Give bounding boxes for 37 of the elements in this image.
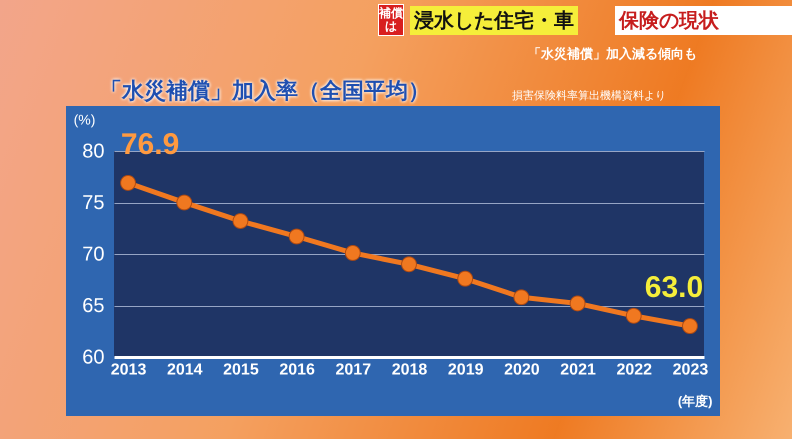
x-axis-title: (年度): [678, 394, 712, 408]
point: [344, 245, 361, 261]
x-tick-label: 2021: [560, 362, 596, 378]
point: [682, 318, 698, 334]
x-tick-label: 2014: [166, 362, 203, 378]
y-tick-label: 65: [82, 295, 104, 317]
point: [570, 296, 586, 312]
x-tick-label: 2016: [279, 362, 316, 378]
point: [457, 270, 474, 287]
x-tick-label: 2017: [336, 362, 372, 378]
point: [626, 308, 642, 324]
point: [232, 213, 248, 229]
y-tick-label: 70: [82, 244, 104, 266]
x-tick-label: 2019: [448, 362, 484, 378]
y-tick-label: 60: [82, 346, 104, 368]
data-label: 63.0: [644, 271, 704, 304]
text: 「水災補償」加入減る傾向も: [528, 46, 697, 63]
x-tick-label: 2018: [392, 362, 428, 378]
text: 浸水した住宅・車: [410, 6, 578, 35]
x-tick-label: 2015: [223, 362, 259, 378]
x-tick-label: 2020: [504, 362, 540, 378]
text: 損害保険料率算出機構資料より: [512, 88, 666, 103]
y-tick-label: 75: [82, 192, 104, 214]
point: [176, 194, 192, 210]
point: [401, 256, 417, 272]
point: [120, 175, 136, 191]
chart-title: 「水災補償」加入率（全国平均）: [100, 78, 430, 106]
text: 補償は: [378, 4, 404, 36]
y-tick-label: 80: [82, 140, 104, 162]
x-tick-label: 2023: [672, 362, 708, 378]
point: [288, 228, 305, 244]
x-tick-label: 2022: [616, 362, 652, 378]
point: [513, 289, 530, 306]
y-axis-title: (%): [74, 112, 96, 128]
text: 保険の現状: [615, 6, 792, 35]
x-tick-label: 2013: [110, 362, 146, 378]
data-label: 76.9: [120, 128, 180, 161]
